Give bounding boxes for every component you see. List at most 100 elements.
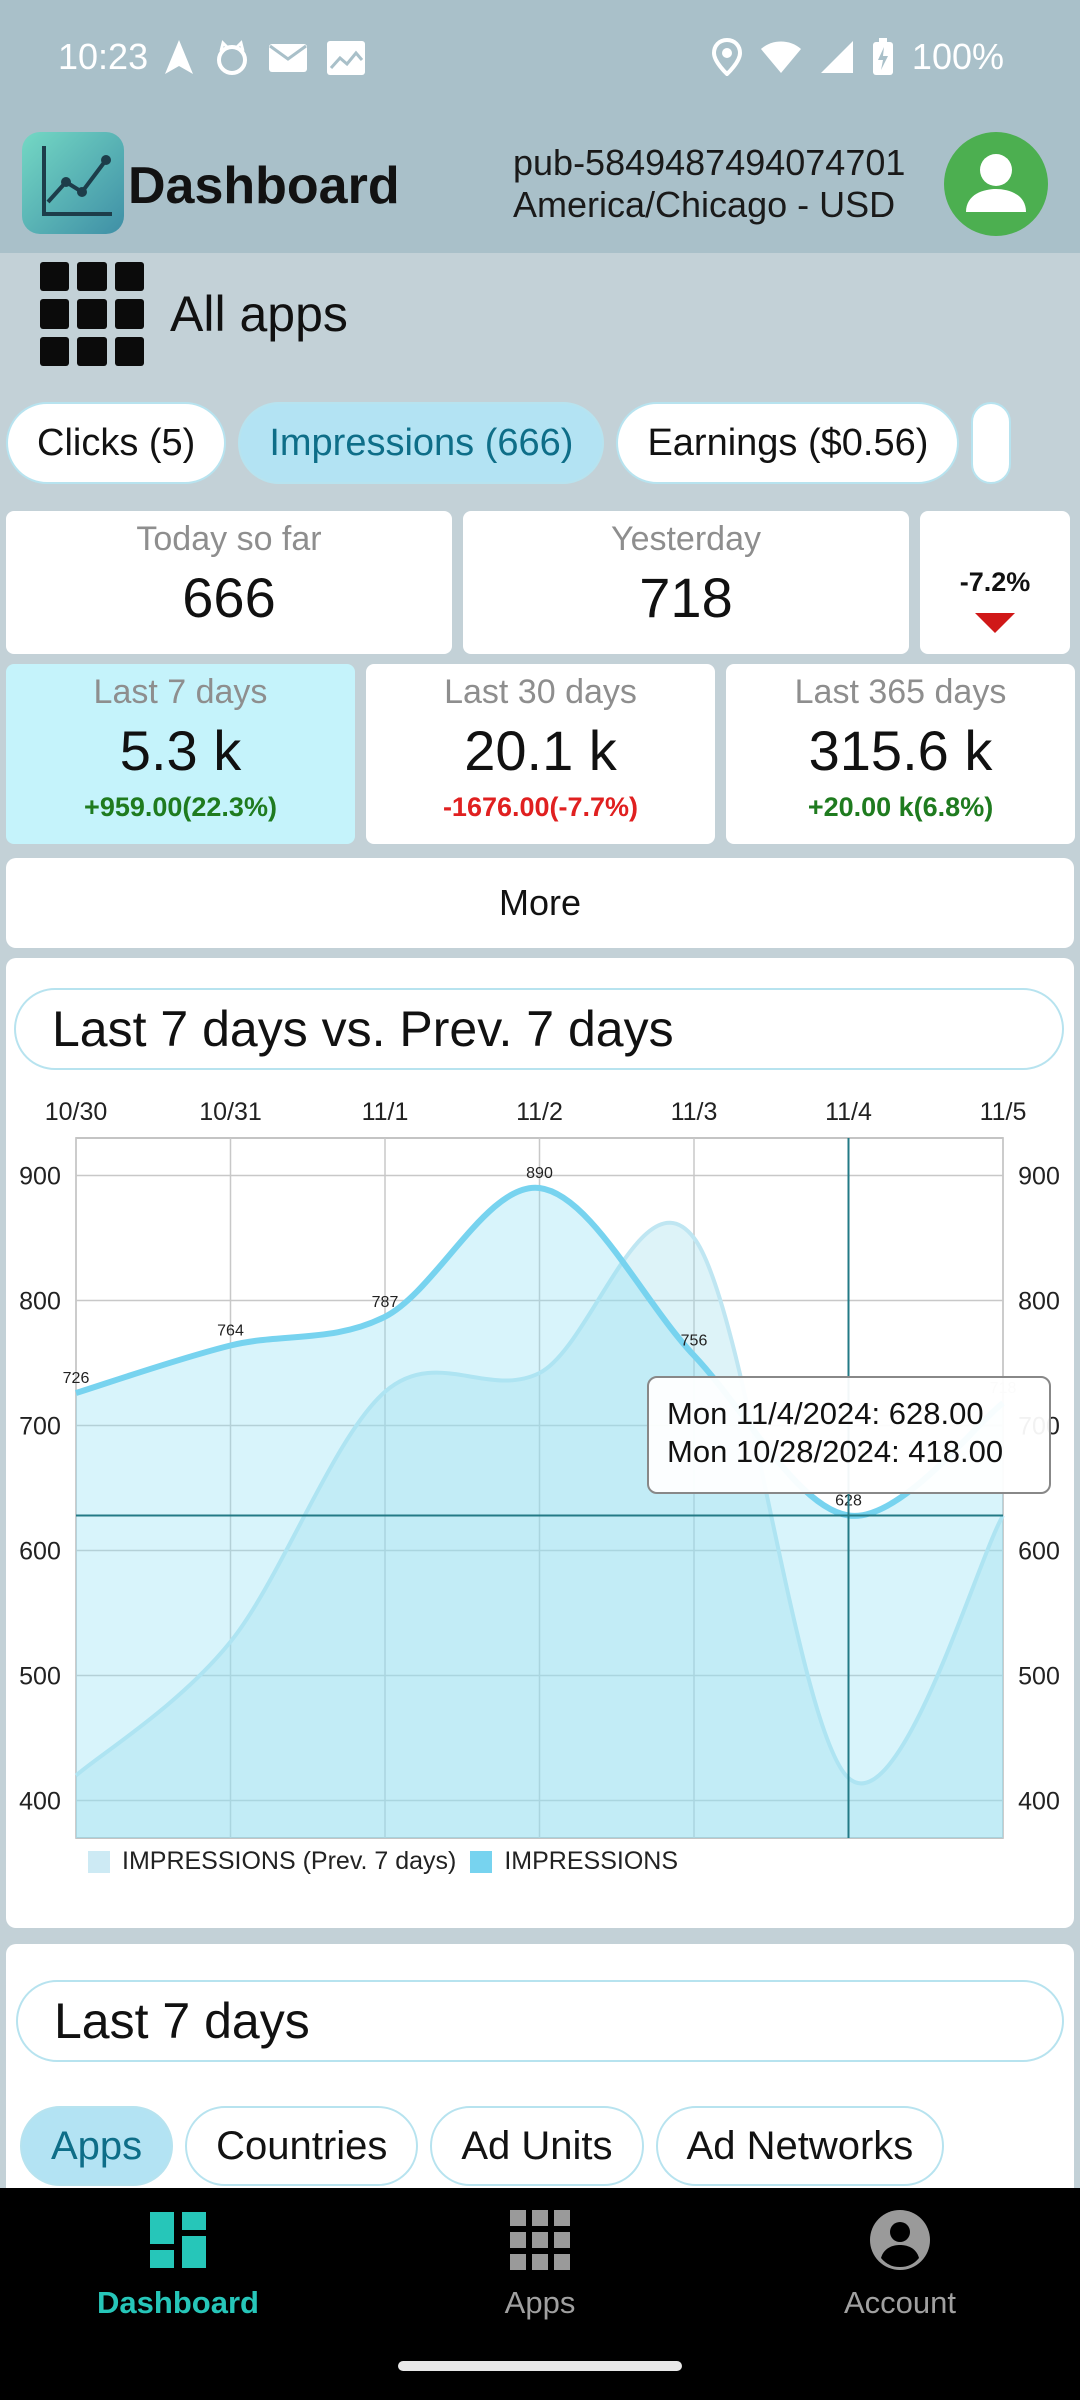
app-bar: Dashboard pub-5849487494074701 America/C… bbox=[0, 118, 1080, 253]
breakdown-title[interactable]: Last 7 days bbox=[16, 1980, 1064, 2062]
signal-icon bbox=[820, 41, 853, 73]
legend-swatch-current bbox=[470, 1850, 493, 1873]
data-label-current: 756 bbox=[681, 1333, 708, 1350]
nav-apps[interactable]: Apps bbox=[420, 2208, 660, 2321]
y-tick-label-right: 400 bbox=[1018, 1788, 1060, 1816]
status-notification-icons bbox=[162, 38, 366, 78]
card-last-30-days-delta: -1676.00(-7.7%) bbox=[442, 792, 639, 822]
dashboard-icon bbox=[150, 2212, 206, 2268]
card-today: Today so far 666 bbox=[6, 511, 452, 654]
status-bar: 10:23 100% bbox=[0, 0, 1080, 118]
chip-partial[interactable] bbox=[971, 402, 1012, 484]
card-last-7-days-label: Last 7 days bbox=[93, 673, 268, 711]
status-system-icons: 100% bbox=[711, 36, 1004, 78]
metric-chips: Clicks (5) Impressions (666) Earnings ($… bbox=[6, 402, 1012, 484]
x-tick-label: 11/4 bbox=[825, 1098, 872, 1126]
account-icon bbox=[870, 2210, 930, 2270]
card-last-365-days[interactable]: Last 365 days 315.6 k +20.00 k(6.8%) bbox=[726, 664, 1075, 844]
card-today-value: 666 bbox=[182, 566, 276, 629]
card-last-30-days-value: 20.1 k bbox=[464, 719, 617, 782]
tab-apps[interactable]: Apps bbox=[20, 2106, 174, 2186]
more-button[interactable]: More bbox=[6, 858, 1074, 948]
chip-clicks[interactable]: Clicks (5) bbox=[6, 402, 227, 484]
chip-impressions[interactable]: Impressions (666) bbox=[238, 402, 605, 484]
nav-apps-label: Apps bbox=[504, 2285, 576, 2320]
data-label-current: 787 bbox=[372, 1294, 399, 1311]
tab-ad-units[interactable]: Ad Units bbox=[430, 2106, 644, 2186]
y-tick-label-left: 600 bbox=[19, 1538, 61, 1566]
change-percent: -7.2% bbox=[959, 567, 1031, 597]
app-selector-label: All apps bbox=[170, 286, 348, 342]
chart-legend: IMPRESSIONS (Prev. 7 days) IMPRESSIONS bbox=[88, 1847, 678, 1876]
nav-account[interactable]: Account bbox=[780, 2208, 1020, 2321]
x-tick-label: 11/1 bbox=[362, 1098, 409, 1126]
y-tick-label-left: 900 bbox=[19, 1163, 61, 1191]
card-last-7-days-value: 5.3 k bbox=[119, 719, 242, 782]
y-tick-label-right: 900 bbox=[1018, 1163, 1060, 1191]
x-tick-label: 11/3 bbox=[671, 1098, 718, 1126]
y-tick-label-left: 800 bbox=[19, 1288, 61, 1316]
trend-down-icon bbox=[975, 613, 1015, 633]
data-label-current: 726 bbox=[63, 1370, 90, 1387]
data-label-current: 890 bbox=[526, 1165, 553, 1182]
card-last-365-days-label: Last 365 days bbox=[794, 673, 1007, 711]
card-last-365-days-delta: +20.00 k(6.8%) bbox=[807, 792, 994, 822]
location-icon bbox=[711, 38, 742, 76]
x-tick-label: 11/5 bbox=[980, 1098, 1027, 1126]
x-tick-label: 10/31 bbox=[199, 1098, 262, 1126]
battery-charging-icon bbox=[872, 38, 893, 75]
status-time: 10:23 bbox=[58, 36, 149, 77]
card-last-30-days-label: Last 30 days bbox=[444, 673, 637, 711]
account-info[interactable]: pub-5849487494074701 America/Chicago - U… bbox=[513, 142, 905, 226]
page-title: Dashboard bbox=[128, 157, 400, 215]
card-yesterday-label: Yesterday bbox=[611, 520, 761, 558]
card-today-label: Today so far bbox=[136, 520, 322, 558]
chip-earnings[interactable]: Earnings ($0.56) bbox=[616, 402, 960, 484]
tab-ad-networks[interactable]: Ad Networks bbox=[655, 2106, 945, 2186]
card-last-30-days[interactable]: Last 30 days 20.1 k -1676.00(-7.7%) bbox=[366, 664, 715, 844]
y-tick-label-right: 800 bbox=[1018, 1288, 1060, 1316]
nav-account-label: Account bbox=[843, 2285, 956, 2320]
avatar[interactable] bbox=[944, 132, 1048, 236]
navigation-icon bbox=[165, 40, 193, 74]
app-selector[interactable]: All apps bbox=[40, 262, 348, 366]
y-tick-label-left: 700 bbox=[19, 1413, 61, 1441]
x-tick-label: 11/2 bbox=[516, 1098, 563, 1126]
card-last-365-days-value: 315.6 k bbox=[808, 719, 993, 782]
legend-label-current: IMPRESSIONS bbox=[504, 1847, 678, 1875]
comparison-title[interactable]: Last 7 days vs. Prev. 7 days bbox=[14, 988, 1064, 1070]
area-current-series bbox=[76, 1187, 1003, 1838]
chart-tooltip: Mon 11/4/2024: 628.00 Mon 10/28/2024: 41… bbox=[647, 1376, 1051, 1494]
nav-dashboard-label: Dashboard bbox=[97, 2285, 259, 2320]
wifi-icon bbox=[760, 41, 801, 73]
battery-percent: 100% bbox=[911, 36, 1004, 77]
y-tick-label-right: 500 bbox=[1018, 1663, 1060, 1691]
card-yesterday: Yesterday 718 bbox=[463, 511, 909, 654]
area-prev-series bbox=[76, 1222, 1003, 1838]
card-last-7-days[interactable]: Last 7 days 5.3 k +959.00(22.3%) bbox=[6, 664, 355, 844]
nav-dashboard[interactable]: Dashboard bbox=[58, 2208, 298, 2321]
cat-icon bbox=[217, 40, 247, 75]
image-icon bbox=[327, 41, 365, 75]
legend-swatch-prev bbox=[88, 1850, 110, 1873]
y-tick-label-left: 500 bbox=[19, 1663, 61, 1691]
card-change: -7.2% bbox=[920, 511, 1070, 654]
legend-label-prev: IMPRESSIONS (Prev. 7 days) bbox=[122, 1847, 457, 1875]
publisher-id: pub-5849487494074701 bbox=[513, 142, 906, 183]
apps-grid-icon bbox=[40, 262, 144, 366]
person-icon bbox=[966, 154, 1026, 212]
app-logo-icon bbox=[22, 132, 124, 234]
y-tick-label-left: 400 bbox=[19, 1788, 61, 1816]
card-yesterday-value: 718 bbox=[639, 566, 733, 629]
card-last-7-days-delta: +959.00(22.3%) bbox=[84, 792, 277, 822]
timezone-currency: America/Chicago - USD bbox=[513, 184, 896, 225]
apps-icon bbox=[510, 2210, 570, 2270]
tab-countries[interactable]: Countries bbox=[185, 2106, 419, 2186]
mail-icon bbox=[269, 44, 307, 72]
breakdown-tabs: Apps Countries Ad Units Ad Networks bbox=[20, 2106, 945, 2186]
home-indicator bbox=[398, 2361, 682, 2371]
y-tick-label-right: 600 bbox=[1018, 1538, 1060, 1566]
x-tick-label: 10/30 bbox=[45, 1098, 108, 1126]
tooltip-line-previous: Mon 10/28/2024: 418.00 bbox=[667, 1434, 1004, 1469]
